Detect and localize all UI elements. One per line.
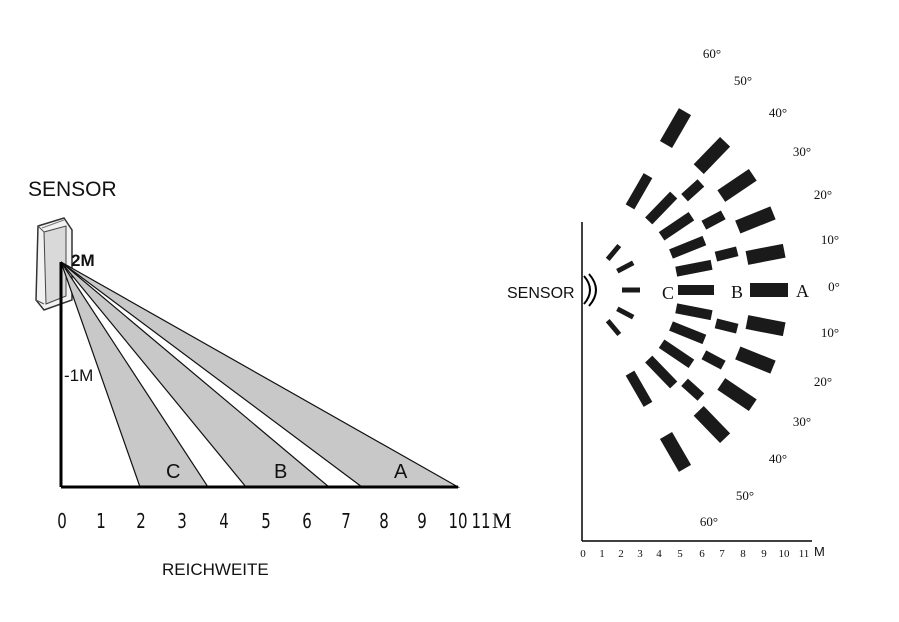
top-axis-ticks: 0 1 2 3 4 5 6 7 8 9 10 11 xyxy=(580,548,809,560)
angle-label-upper: 20° xyxy=(814,187,832,202)
detection-segment-zone-b xyxy=(658,339,695,368)
reach-caption: REICHWEITE xyxy=(162,560,269,579)
detection-segment-zone-c xyxy=(605,319,622,337)
side-axis-unit: M xyxy=(492,508,512,533)
side-axis-tick: 4 xyxy=(219,511,229,534)
angle-label-lower: 30° xyxy=(793,414,811,429)
top-axis-unit: M xyxy=(814,544,825,559)
top-zone-label-a: A xyxy=(796,281,809,301)
detection-segment-zone-b xyxy=(645,191,678,225)
detection-segment-zone-b xyxy=(658,212,695,241)
top-axis-tick: 0 xyxy=(580,548,586,560)
top-axis-tick: 10 xyxy=(779,548,791,560)
side-axis-tick: 0 xyxy=(57,511,67,534)
top-axis-tick: 1 xyxy=(599,548,605,560)
detection-segment-zone-b xyxy=(669,321,707,345)
top-axis-tick: 6 xyxy=(699,548,705,560)
angle-label-upper: 30° xyxy=(793,144,811,159)
angle-label-upper: 0° xyxy=(828,279,840,294)
top-axis-tick: 11 xyxy=(799,548,810,560)
top-sensor-label: SENSOR xyxy=(507,285,575,302)
detection-segment-zone-a xyxy=(717,169,757,202)
angle-label-upper: 40° xyxy=(769,105,787,120)
sensor-lens-icon xyxy=(583,273,597,307)
detection-segment-zone-mid xyxy=(681,179,705,202)
angle-label-lower: 40° xyxy=(769,451,787,466)
detection-segment-zone-b xyxy=(675,303,713,321)
top-axis-tick: 3 xyxy=(637,548,643,560)
top-zone-label-b: B xyxy=(731,282,743,302)
side-axis-tick: 10 xyxy=(448,511,467,534)
detection-segment-zone-b xyxy=(625,173,653,210)
side-axis-tick: 5 xyxy=(261,511,271,534)
top-axis-tick: 4 xyxy=(656,548,662,560)
side-sensor-label: SENSOR xyxy=(28,178,117,201)
top-axis-tick: 7 xyxy=(719,548,725,560)
angle-label-lower: 50° xyxy=(736,488,754,503)
detection-segment-zone-mid xyxy=(681,378,705,401)
detection-segment-zone-a xyxy=(717,378,757,411)
detection-segment-zone-c xyxy=(616,260,635,274)
detection-segment-zone-b xyxy=(645,355,678,389)
top-view: SENSOR C B A 60° 50° 40° 30° 20° 10° 0° 10° 20° 3… xyxy=(507,46,840,560)
side-axis-tick: 3 xyxy=(177,511,187,534)
side-axis-tick: 8 xyxy=(379,511,389,534)
detection-segment-zone-a xyxy=(659,108,692,149)
detection-segment-zone-a xyxy=(693,405,731,444)
detection-segment-zone-b xyxy=(669,235,707,259)
detection-segment-zone-a xyxy=(735,206,776,234)
top-axis-tick: 8 xyxy=(740,548,746,560)
angle-label-upper: 60° xyxy=(703,46,721,61)
side-axis-tick: 1 xyxy=(96,511,106,534)
detection-segment-zone-b xyxy=(675,259,713,277)
detection-segment-zone-c xyxy=(616,306,635,320)
side-axis-tick: 2 xyxy=(136,511,146,534)
angle-label-lower: 20° xyxy=(814,374,832,389)
detection-segment-zone-mid xyxy=(714,246,739,262)
detection-segment-zone-mid xyxy=(701,210,726,230)
top-zone-segments xyxy=(605,108,788,472)
side-axis-tick: 11 xyxy=(471,511,490,534)
detection-segment-zone-c xyxy=(605,243,622,261)
detection-segment-zone-a xyxy=(735,346,776,374)
top-angle-labels: 60° 50° 40° 30° 20° 10° 0° 10° 20° 30° 40° 50° 60° xyxy=(700,46,840,529)
detection-segment-zone-a xyxy=(745,243,786,265)
side-view: SENSOR 2M -1M C B A 0 1 2 3 4 5 6 7 8 9 10 11 M REI… xyxy=(28,178,512,579)
side-axis-tick: 9 xyxy=(417,511,427,534)
detection-segment-zone-b xyxy=(625,370,653,407)
side-zone-label-c: C xyxy=(166,461,180,483)
top-axis-tick: 2 xyxy=(618,548,624,560)
top-axis-tick: 9 xyxy=(761,548,767,560)
detection-segment-zone-a xyxy=(659,431,692,472)
side-zone-label-b: B xyxy=(274,461,287,483)
side-zone-wedges xyxy=(60,261,461,488)
angle-label-lower: 60° xyxy=(700,514,718,529)
detection-segment-zone-mid xyxy=(701,350,726,370)
height-label-2m: 2M xyxy=(71,251,95,270)
side-zone-label-a: A xyxy=(394,461,408,483)
top-axis-tick: 5 xyxy=(677,548,683,560)
detection-segment-zone-a xyxy=(693,136,731,175)
angle-label-upper: 10° xyxy=(821,232,839,247)
sensor-device-icon xyxy=(35,217,73,311)
angle-label-lower: 10° xyxy=(821,325,839,340)
side-axis-ticks: 0 1 2 3 4 5 6 7 8 9 10 11 xyxy=(57,511,490,534)
detection-segment-zone-mid xyxy=(714,318,739,334)
detection-segment-zone-a xyxy=(745,315,786,337)
side-axis-tick: 7 xyxy=(341,511,351,534)
angle-label-upper: 50° xyxy=(734,73,752,88)
side-axis-tick: 6 xyxy=(302,511,312,534)
height-label-1m: -1M xyxy=(64,366,93,385)
top-zone-label-c: C xyxy=(662,283,674,303)
